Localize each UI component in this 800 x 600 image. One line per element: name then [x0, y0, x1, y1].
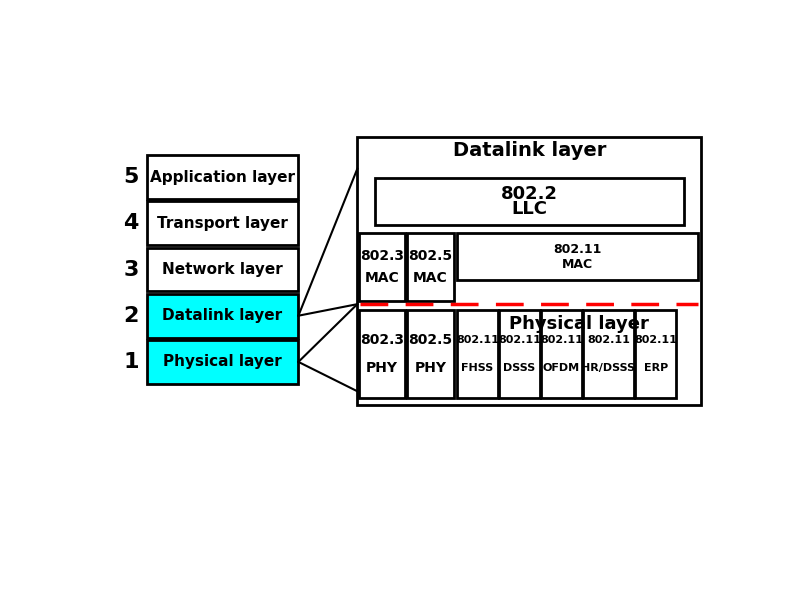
- FancyBboxPatch shape: [407, 233, 454, 301]
- Text: 802.11: 802.11: [634, 335, 677, 344]
- Text: MAC: MAC: [365, 271, 400, 285]
- Text: 802.5: 802.5: [408, 250, 453, 263]
- FancyBboxPatch shape: [358, 137, 702, 404]
- FancyBboxPatch shape: [146, 340, 298, 384]
- Text: Physical layer: Physical layer: [510, 315, 649, 333]
- Text: 1: 1: [123, 352, 138, 372]
- FancyBboxPatch shape: [583, 310, 634, 398]
- Text: 802.11: 802.11: [540, 335, 582, 344]
- Text: FHSS: FHSS: [462, 363, 494, 373]
- Text: 802.3: 802.3: [360, 250, 404, 263]
- FancyBboxPatch shape: [635, 310, 676, 398]
- FancyBboxPatch shape: [374, 178, 684, 225]
- Text: MAC: MAC: [562, 257, 593, 271]
- Text: MAC: MAC: [413, 271, 448, 285]
- Text: Application layer: Application layer: [150, 170, 295, 185]
- Text: DSSS: DSSS: [503, 363, 535, 373]
- Text: HR/DSSS: HR/DSSS: [582, 363, 635, 373]
- FancyBboxPatch shape: [359, 233, 406, 301]
- FancyBboxPatch shape: [457, 310, 498, 398]
- Text: 802.2: 802.2: [501, 185, 558, 203]
- Text: ERP: ERP: [643, 363, 668, 373]
- FancyBboxPatch shape: [499, 310, 540, 398]
- FancyBboxPatch shape: [146, 155, 298, 199]
- Text: 5: 5: [123, 167, 138, 187]
- Text: 802.11: 802.11: [554, 242, 602, 256]
- Text: 3: 3: [123, 260, 138, 280]
- Text: 802.11: 802.11: [587, 335, 630, 344]
- Text: 802.11: 802.11: [456, 335, 499, 344]
- Text: 802.3: 802.3: [360, 332, 404, 347]
- FancyBboxPatch shape: [359, 310, 406, 398]
- FancyBboxPatch shape: [457, 233, 698, 280]
- Text: 802.5: 802.5: [408, 332, 453, 347]
- Text: Physical layer: Physical layer: [163, 355, 282, 370]
- Text: Datalink layer: Datalink layer: [162, 308, 282, 323]
- FancyBboxPatch shape: [146, 294, 298, 338]
- Text: PHY: PHY: [366, 361, 398, 375]
- FancyBboxPatch shape: [541, 310, 582, 398]
- Text: Network layer: Network layer: [162, 262, 283, 277]
- Text: PHY: PHY: [414, 361, 446, 375]
- Text: 802.11: 802.11: [498, 335, 541, 344]
- FancyBboxPatch shape: [146, 248, 298, 292]
- FancyBboxPatch shape: [146, 202, 298, 245]
- Text: Datalink layer: Datalink layer: [453, 141, 606, 160]
- Text: Transport layer: Transport layer: [157, 216, 288, 231]
- Text: 4: 4: [123, 214, 138, 233]
- Text: OFDM: OFDM: [542, 363, 580, 373]
- Text: 2: 2: [123, 306, 138, 326]
- FancyBboxPatch shape: [407, 310, 454, 398]
- Text: LLC: LLC: [511, 200, 547, 218]
